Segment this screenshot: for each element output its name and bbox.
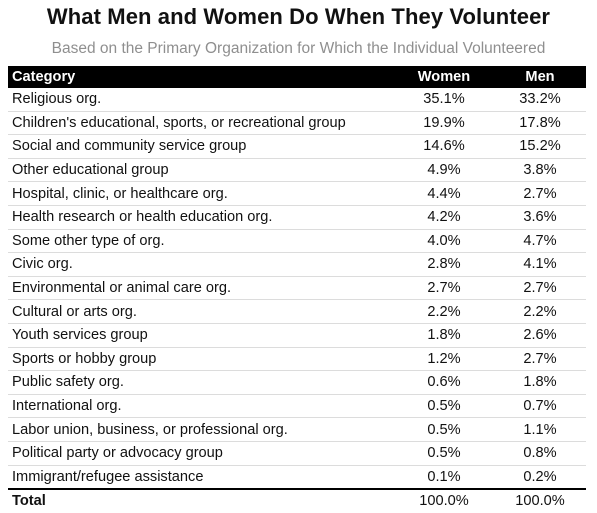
table-row: Public safety org. 0.6% 1.8%	[8, 370, 586, 395]
total-label: Total	[8, 488, 394, 513]
row-men-value: 0.7%	[494, 394, 586, 419]
row-men-value: 1.1%	[494, 417, 586, 442]
row-men-value: 2.2%	[494, 299, 586, 324]
chart-subtitle: Based on the Primary Organization for Wh…	[51, 40, 546, 57]
total-women-value: 100.0%	[394, 488, 494, 513]
total-men-value: 100.0%	[494, 488, 586, 513]
row-women-value: 0.5%	[394, 441, 494, 466]
chart-title: What Men and Women Do When They Voluntee…	[46, 4, 551, 29]
row-men-value: 0.8%	[494, 441, 586, 466]
row-women-value: 4.9%	[394, 158, 494, 183]
row-women-value: 2.7%	[394, 276, 494, 301]
row-category: Social and community service group	[8, 134, 394, 159]
row-women-value: 4.0%	[394, 229, 494, 254]
row-men-value: 4.1%	[494, 252, 586, 277]
row-women-value: 4.2%	[394, 205, 494, 230]
row-women-value: 0.5%	[394, 417, 494, 442]
row-category: Children's educational, sports, or recre…	[8, 111, 394, 136]
table-row: Cultural or arts org. 2.2% 2.2%	[8, 299, 586, 324]
row-men-value: 33.2%	[494, 88, 586, 112]
table-row: Children's educational, sports, or recre…	[8, 111, 586, 136]
table-row: Youth services group 1.8% 2.6%	[8, 323, 586, 348]
row-men-value: 3.8%	[494, 158, 586, 183]
row-women-value: 14.6%	[394, 134, 494, 159]
data-table: Category Women Men Religious org. 35.1% 33…	[8, 66, 586, 513]
row-category: Youth services group	[8, 323, 394, 348]
row-men-value: 17.8%	[494, 111, 586, 136]
row-category: Some other type of org.	[8, 229, 394, 254]
table-row: Health research or health education org.…	[8, 205, 586, 230]
row-category: Other educational group	[8, 158, 394, 183]
table-row: Immigrant/refugee assistance 0.1% 0.2%	[8, 465, 586, 490]
row-women-value: 2.8%	[394, 252, 494, 277]
row-category: Immigrant/refugee assistance	[8, 465, 394, 490]
header-category: Category	[8, 66, 394, 88]
table-row: Sports or hobby group 1.2% 2.7%	[8, 347, 586, 372]
row-men-value: 2.7%	[494, 276, 586, 301]
row-women-value: 0.6%	[394, 370, 494, 395]
row-women-value: 4.4%	[394, 181, 494, 206]
row-men-value: 2.6%	[494, 323, 586, 348]
table-row: International org. 0.5% 0.7%	[8, 394, 586, 419]
row-women-value: 1.8%	[394, 323, 494, 348]
row-men-value: 0.2%	[494, 465, 586, 490]
table-row: Religious org. 35.1% 33.2%	[8, 88, 586, 112]
row-men-value: 2.7%	[494, 181, 586, 206]
table-row: Political party or advocacy group 0.5% 0.8…	[8, 441, 586, 466]
row-category: Civic org.	[8, 252, 394, 277]
row-category: Labor union, business, or professional o…	[8, 417, 394, 442]
row-category: Environmental or animal care org.	[8, 276, 394, 301]
table-row: Social and community service group 14.6% 1…	[8, 134, 586, 159]
row-category: Health research or health education org.	[8, 205, 394, 230]
row-women-value: 35.1%	[394, 88, 494, 112]
row-men-value: 4.7%	[494, 229, 586, 254]
row-category: Religious org.	[8, 88, 394, 112]
header-men: Men	[494, 66, 586, 88]
row-women-value: 0.1%	[394, 465, 494, 490]
row-category: Public safety org.	[8, 370, 394, 395]
row-women-value: 0.5%	[394, 394, 494, 419]
table-row: Labor union, business, or professional o…	[8, 417, 586, 442]
table-row: Some other type of org. 4.0% 4.7%	[8, 229, 586, 254]
row-category: Hospital, clinic, or healthcare org.	[8, 181, 394, 206]
table-row: Civic org. 2.8% 4.1%	[8, 252, 586, 277]
row-men-value: 1.8%	[494, 370, 586, 395]
row-category: Political party or advocacy group	[8, 441, 394, 466]
total-row: Total 100.0% 100.0%	[8, 488, 586, 513]
row-category: International org.	[8, 394, 394, 419]
header-women: Women	[394, 66, 494, 88]
row-men-value: 2.7%	[494, 347, 586, 372]
table-row: Hospital, clinic, or healthcare org. 4.4%…	[8, 181, 586, 206]
row-women-value: 19.9%	[394, 111, 494, 136]
row-women-value: 2.2%	[394, 299, 494, 324]
row-men-value: 15.2%	[494, 134, 586, 159]
row-category: Cultural or arts org.	[8, 299, 394, 324]
table-header-row: Category Women Men	[8, 66, 586, 88]
table-body: Religious org. 35.1% 33.2% Children's educa…	[8, 88, 586, 513]
row-category: Sports or hobby group	[8, 347, 394, 372]
table-row: Environmental or animal care org. 2.7% 2.7…	[8, 276, 586, 301]
row-men-value: 3.6%	[494, 205, 586, 230]
row-women-value: 1.2%	[394, 347, 494, 372]
table-row: Other educational group 4.9% 3.8%	[8, 158, 586, 183]
